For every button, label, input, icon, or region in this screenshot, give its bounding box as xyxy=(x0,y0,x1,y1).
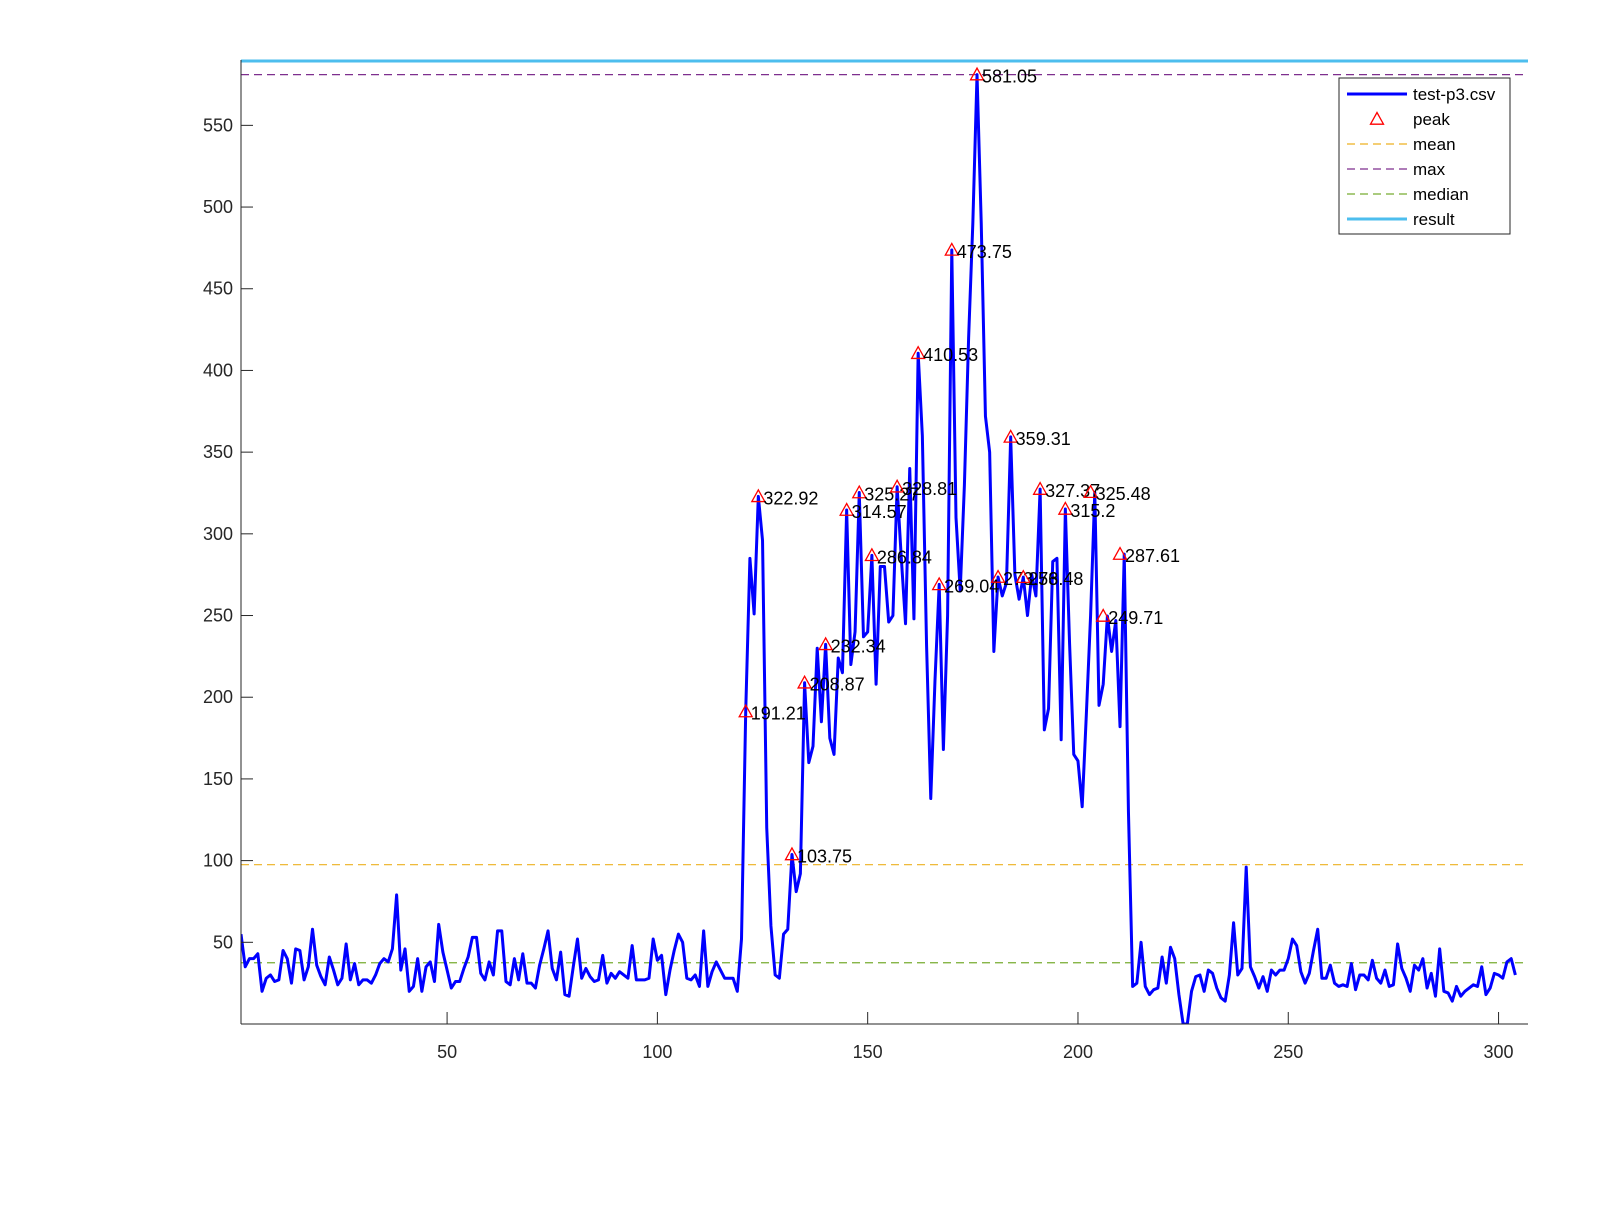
legend-label: peak xyxy=(1413,110,1450,129)
y-tick-label: 450 xyxy=(203,279,233,299)
peak-marker xyxy=(839,502,855,516)
peak-label: 322.92 xyxy=(763,488,818,508)
y-tick-label: 200 xyxy=(203,687,233,707)
peak-label: 232.34 xyxy=(831,636,886,656)
peak-marker xyxy=(931,576,947,591)
peak-label: 327.37 xyxy=(1045,481,1100,501)
legend-label: mean xyxy=(1413,135,1456,154)
x-tick-label: 150 xyxy=(853,1042,883,1062)
peak-label: 249.71 xyxy=(1108,608,1163,628)
peak-label: 325.27 xyxy=(864,485,919,505)
peak-label: 314.57 xyxy=(852,502,907,522)
peak-marker xyxy=(1112,546,1128,560)
peak-label: 269.04 xyxy=(944,576,999,596)
peak-markers: 191.21322.92103.75208.87232.34314.57325.… xyxy=(738,66,1180,866)
legend-label: median xyxy=(1413,185,1469,204)
peak-label: 208.87 xyxy=(810,675,865,695)
peak-label: 191.21 xyxy=(751,704,806,724)
peak-marker xyxy=(969,66,985,81)
peak-label: 325.48 xyxy=(1096,484,1151,504)
peak-label: 103.75 xyxy=(797,846,852,866)
x-tick-label: 300 xyxy=(1484,1042,1514,1062)
x-tick-label: 50 xyxy=(437,1042,457,1062)
plot-area xyxy=(241,60,1528,1024)
legend-label: test-p3.csv xyxy=(1413,85,1496,104)
peak-marker xyxy=(796,674,813,689)
y-tick-label: 100 xyxy=(203,851,233,871)
peak-marker xyxy=(1032,481,1048,495)
peak-label: 473.75 xyxy=(957,242,1012,262)
legend-label: max xyxy=(1413,160,1446,179)
peak-marker xyxy=(990,569,1006,583)
peak-marker xyxy=(889,478,905,493)
peak-marker xyxy=(910,345,926,360)
peak-label: 581.05 xyxy=(982,67,1037,87)
peak-marker xyxy=(1057,501,1073,515)
x-tick-label: 250 xyxy=(1273,1042,1303,1062)
series-line-test-p3 xyxy=(241,73,1517,1024)
peak-label: 287.61 xyxy=(1125,546,1180,566)
peak-marker xyxy=(738,703,754,718)
peak-marker xyxy=(818,636,834,651)
peak-marker xyxy=(851,484,867,499)
peak-label: 273.48 xyxy=(1028,569,1083,589)
peak-label: 328.81 xyxy=(902,479,957,499)
y-tick-label: 50 xyxy=(213,932,233,952)
peak-marker xyxy=(1095,608,1111,622)
legend: test-p3.csv peak mean max median result xyxy=(1338,77,1511,235)
peak-marker xyxy=(1015,569,1031,584)
y-tick-label: 250 xyxy=(203,606,233,626)
peak-label: 315.2 xyxy=(1070,501,1115,521)
legend-swatch-triangle xyxy=(1369,111,1385,125)
y-tick-label: 550 xyxy=(203,115,233,135)
peak-marker xyxy=(1003,429,1019,443)
y-tick-label: 150 xyxy=(203,769,233,789)
x-tick-label: 100 xyxy=(642,1042,672,1062)
peak-marker xyxy=(1082,484,1099,499)
peak-label: 286.84 xyxy=(877,547,932,567)
y-tick-label: 350 xyxy=(203,442,233,462)
reference-lines xyxy=(241,74,1528,964)
y-ticks: 50 100 150 200 250 300 350 400 450 500 550 xyxy=(203,115,253,952)
peak-label: 273.56 xyxy=(1003,569,1058,589)
y-tick-label: 400 xyxy=(203,360,233,380)
peak-marker xyxy=(944,242,960,256)
peak-marker xyxy=(784,846,800,861)
legend-label: result xyxy=(1413,210,1455,229)
x-ticks: 50 100 150 200 250 300 xyxy=(437,1012,1514,1062)
peak-label: 410.53 xyxy=(923,345,978,365)
legend-box xyxy=(1338,77,1511,235)
peak-marker xyxy=(750,488,766,503)
y-tick-label: 500 xyxy=(203,197,233,217)
peak-marker xyxy=(864,547,880,562)
x-tick-label: 200 xyxy=(1063,1042,1093,1062)
y-tick-label: 300 xyxy=(203,524,233,544)
peak-label: 359.31 xyxy=(1016,429,1071,449)
